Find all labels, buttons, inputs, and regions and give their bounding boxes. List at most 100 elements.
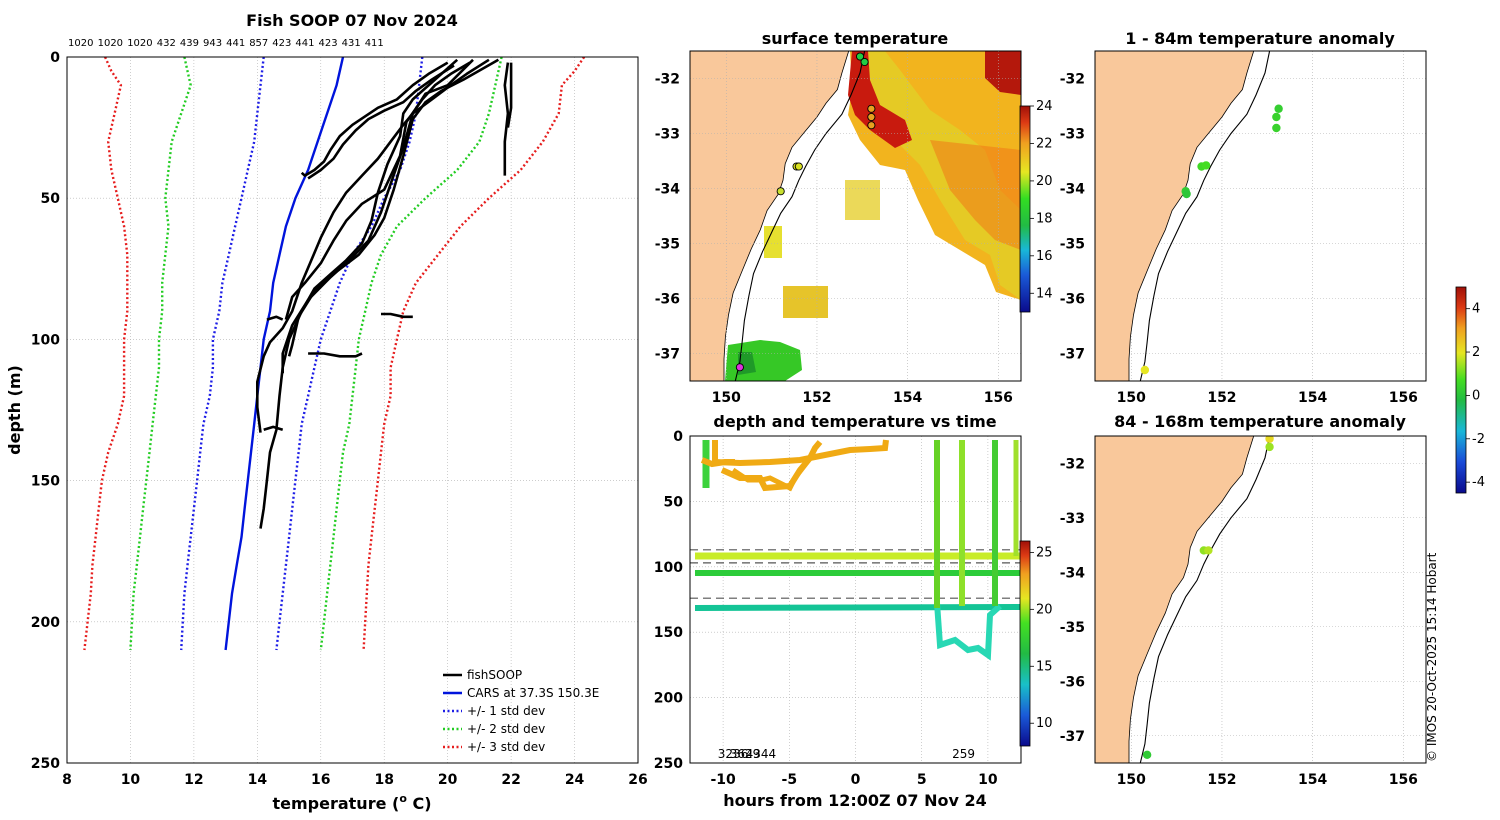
timeline-colorbar (1019, 540, 1031, 747)
map-ytick: -37 (655, 347, 680, 363)
trace-teal-133m (694, 604, 1021, 611)
sst-colorbar (1019, 105, 1031, 313)
timeline-colorbar-label: 25 (1036, 545, 1053, 560)
profile-series-line (308, 352, 363, 358)
profile-series-line (287, 58, 500, 357)
map-xtick: 154 (893, 390, 922, 406)
profile-xtick: 22 (501, 772, 520, 788)
profile-axes-frame (66, 56, 639, 764)
anomaly-shallow-ticks: 150 152 154 156 -32 -33 -34 -35 -36 -37 (1060, 72, 1418, 407)
timeline-ytick: 50 (664, 494, 684, 510)
map-ytick: -36 (1060, 674, 1085, 690)
sst-colorbar-label: 16 (1036, 249, 1053, 264)
profile-top-label: 423 (319, 38, 338, 49)
anomaly-shallow-panel: 1 - 84m temperature anomaly 150 152 154 156… (1060, 29, 1427, 407)
anomaly-colorbar-label: -2 (1472, 432, 1485, 447)
trace-teal-dive (934, 602, 1003, 661)
profile-top-labels: 1020 1020 1020 432 439 943 441 857 423 441 423 431 4… (68, 38, 384, 49)
sst-ticks: 150 152 154 156 -32 -33 -34 -35 -36 -37 (655, 72, 1013, 407)
map-ytick: -33 (1060, 127, 1085, 143)
sst-patch-2 (764, 226, 782, 258)
map-xtick: 152 (802, 390, 831, 406)
anomaly-deep-land (1095, 436, 1255, 763)
profile-top-label: 943 (203, 38, 222, 49)
sst-stations (735, 52, 876, 372)
timeline-xtick: 5 (917, 772, 927, 788)
profile-series-line (129, 57, 192, 651)
map-ytick: -35 (655, 237, 680, 253)
timeline-ytick: 0 (673, 429, 683, 445)
map-ytick: -35 (1060, 620, 1085, 636)
map-ytick: -34 (655, 182, 681, 198)
profile-panel: Fish SOOP 07 Nov 2024 1020 1020 1020 432 439… (5, 11, 648, 813)
anomaly-deep-marker (1142, 750, 1152, 760)
sst-station-marker (855, 52, 865, 61)
profile-top-label: 431 (342, 38, 361, 49)
profile-series-line (362, 57, 586, 651)
anomaly-deep-panel: 84 - 168m temperature anomaly 150 152 154 1… (1060, 412, 1427, 788)
profile-title: Fish SOOP 07 Nov 2024 (246, 11, 458, 30)
profile-legend: fishSOOP CARS at 37.3S 150.3E +/- 1 std de… (443, 668, 599, 754)
anomaly-colorbar-label: 4 (1472, 302, 1480, 317)
anomaly-shallow-marker (1182, 189, 1191, 199)
map-xtick: 150 (1117, 390, 1146, 406)
profile-series-line (259, 58, 459, 529)
profile-xtick: 26 (628, 772, 647, 788)
map-ytick: -32 (1060, 72, 1085, 88)
timeline-ytick: 150 (654, 625, 683, 641)
anomaly-deep-ticks: 150 152 154 156 -32 -33 -34 -35 -36 -37 (1060, 456, 1418, 788)
profile-top-label: 432 (157, 38, 176, 49)
sst-grid (690, 51, 1021, 381)
sst-colorbar-label: 20 (1036, 174, 1053, 189)
timeline-colorbar-label: 10 (1036, 716, 1053, 731)
map-xtick: 156 (1389, 772, 1418, 788)
sst-station-marker (867, 104, 876, 113)
timeline-xlabel: hours from 12:00Z 07 Nov 24 (723, 791, 986, 810)
sst-patch-1 (783, 286, 828, 318)
legend-label: +/- 1 std dev (467, 704, 545, 718)
timeline-panel: depth and temperature vs time 3236362943… (654, 412, 1053, 810)
legend-label: fishSOOP (467, 668, 522, 682)
profile-series-line (284, 61, 471, 320)
map-xtick: 156 (1389, 390, 1418, 406)
timeline-ytick: 200 (654, 691, 683, 707)
legend-label: +/- 3 std dev (467, 740, 545, 754)
timeline-dashed-lines (690, 549, 1021, 599)
profile-top-label: 1020 (98, 38, 123, 49)
profile-xtick: 12 (184, 772, 203, 788)
anomaly-colorbar-label: 2 (1472, 345, 1480, 360)
map-xtick: 152 (1207, 772, 1236, 788)
profile-xlabel: temperature (o C) (272, 792, 431, 813)
legend-label: +/- 2 std dev (467, 722, 545, 736)
sst-eac-core (855, 51, 1021, 300)
profile-series-line (503, 62, 510, 176)
anomaly-deep-isobath (1139, 436, 1271, 763)
anomaly-shallow-marker (1274, 104, 1283, 113)
anomaly-shallow-land (1095, 51, 1255, 381)
map-ytick: -34 (1060, 565, 1086, 581)
profile-ytick: 250 (31, 756, 60, 772)
anomaly-colorbar-label: -4 (1472, 475, 1485, 490)
profile-series-line (263, 425, 284, 432)
timeline-title: depth and temperature vs time (713, 412, 996, 431)
sst-colorbar-ticks: 14 16 18 20 22 24 (1030, 99, 1053, 301)
anomaly-deep-marker (1204, 546, 1213, 555)
profile-top-label: 439 (180, 38, 199, 49)
map-ytick: -35 (1060, 237, 1085, 253)
map-ytick: -32 (1060, 456, 1085, 472)
profile-series-line (180, 57, 265, 651)
profile-top-label: 441 (226, 38, 245, 49)
profile-top-label: 1020 (127, 38, 152, 49)
anomaly-shallow-points (1140, 104, 1283, 375)
profile-series-line (506, 62, 513, 128)
timeline-colorbar-label: 15 (1036, 659, 1053, 674)
sst-station-marker (867, 121, 876, 130)
profile-series-line (266, 315, 284, 321)
anomaly-colorbar (1455, 286, 1467, 494)
timeline-cast-label: 4344 (746, 747, 777, 761)
anomaly-shallow-marker (1201, 161, 1211, 170)
profile-series-line (300, 61, 449, 177)
anomaly-colorbar-ticks: 4 2 0 -2 -4 (1466, 302, 1485, 490)
anomaly-shallow-marker (1272, 123, 1281, 133)
